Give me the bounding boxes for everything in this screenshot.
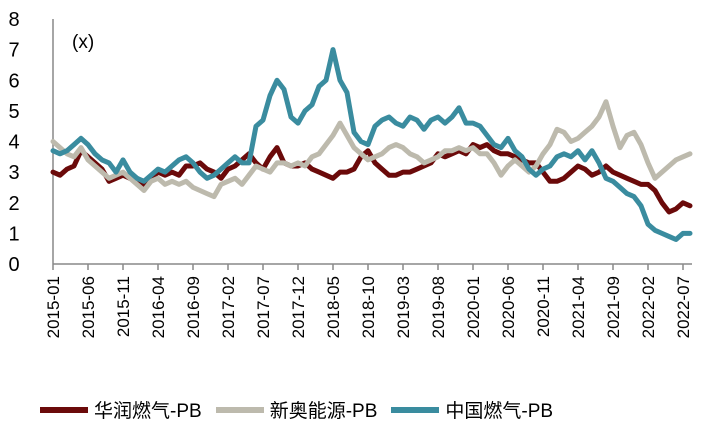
legend-label: 新奥能源-PB (269, 401, 378, 422)
x-tick-label: 2020-11 (534, 276, 553, 337)
x-tick-label: 2021-04 (569, 276, 588, 338)
x-tick-label: 2021-09 (604, 276, 623, 338)
x-tick-label: 2015-06 (79, 276, 98, 338)
y-tick-label: 5 (8, 101, 19, 123)
y-tick-label: 4 (8, 132, 19, 154)
y-tick-label: 1 (8, 223, 19, 245)
x-tick-label: 2022-02 (639, 276, 658, 338)
x-tick-label: 2016-04 (149, 276, 168, 338)
y-tick-label: 7 (8, 40, 19, 62)
x-tick-label: 2015-01 (44, 276, 63, 338)
x-tick-label: 2022-07 (674, 276, 693, 338)
legend-item-china-gas: 中国燃气-PB (391, 396, 553, 423)
x-tick-label: 2018-10 (359, 276, 378, 338)
legend-swatch (391, 406, 440, 413)
x-tick-label: 2019-03 (394, 276, 413, 338)
x-tick-label: 2019-08 (429, 276, 448, 338)
x-tick-label: 2017-02 (219, 276, 238, 338)
legend-swatch (40, 406, 88, 413)
legend-item-enn: 新奥能源-PB (215, 396, 378, 423)
y-tick-label: 8 (8, 9, 19, 31)
y-tick-label: 6 (8, 70, 19, 92)
x-tick-label: 2020-06 (499, 276, 518, 338)
legend-item-cr-gas: 华润燃气-PB (40, 396, 202, 423)
x-tick-label: 2016-09 (184, 276, 203, 338)
legend-label: 华润燃气-PB (94, 401, 202, 422)
y-tick-label: 0 (8, 254, 19, 276)
x-tick-label: 2017-07 (254, 276, 273, 338)
x-tick-label: 2015-11 (114, 276, 133, 337)
x-tick-label: 2017-12 (289, 276, 308, 338)
legend: 华润燃气-PB 新奥能源-PB 中国燃气-PB (40, 396, 553, 423)
y-tick-label: 3 (8, 162, 19, 184)
legend-label: 中国燃气-PB (445, 401, 554, 422)
y-tick-label: 2 (8, 193, 19, 215)
legend-swatch (215, 406, 264, 413)
series-line-1 (50, 99, 693, 200)
unit-label: (x) (72, 32, 94, 53)
x-tick-label: 2020-01 (464, 276, 483, 338)
series-line-2 (50, 47, 693, 242)
x-tick-label: 2018-05 (324, 276, 343, 338)
